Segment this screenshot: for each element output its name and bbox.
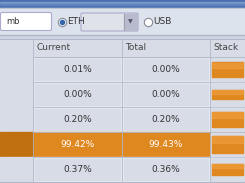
- Bar: [212, 137, 243, 143]
- Bar: [211, 83, 244, 106]
- Text: 0.01%: 0.01%: [63, 65, 92, 74]
- Bar: [0, 132, 33, 157]
- Bar: [0, 57, 33, 82]
- Bar: [212, 90, 243, 99]
- Bar: [0, 82, 33, 107]
- Bar: [212, 164, 243, 168]
- Bar: [35, 134, 120, 155]
- Bar: [124, 109, 208, 130]
- Bar: [35, 59, 120, 80]
- Bar: [124, 59, 208, 80]
- Bar: [124, 84, 208, 105]
- Bar: [0, 107, 33, 132]
- Text: 99.42%: 99.42%: [60, 140, 95, 149]
- Bar: [0, 2, 245, 3]
- Bar: [0, 107, 245, 132]
- Bar: [0, 3, 245, 5]
- Bar: [35, 159, 120, 180]
- Text: 0.36%: 0.36%: [152, 165, 180, 174]
- Text: USB: USB: [153, 17, 171, 26]
- Text: Total: Total: [125, 44, 146, 53]
- Bar: [212, 112, 243, 127]
- Bar: [211, 158, 244, 181]
- Bar: [124, 134, 208, 155]
- Bar: [124, 159, 208, 180]
- Bar: [0, 0, 245, 8]
- Text: Stack: Stack: [213, 44, 238, 53]
- Bar: [212, 164, 243, 175]
- Text: mb: mb: [6, 17, 20, 26]
- Bar: [0, 35, 245, 39]
- Bar: [211, 108, 244, 131]
- Bar: [0, 8, 245, 35]
- Bar: [212, 112, 243, 118]
- Text: 0.20%: 0.20%: [63, 115, 92, 124]
- Text: 0.00%: 0.00%: [63, 90, 92, 99]
- Bar: [124, 14, 137, 30]
- Bar: [212, 90, 243, 94]
- Text: 99.43%: 99.43%: [149, 140, 183, 149]
- Bar: [0, 57, 245, 82]
- Bar: [212, 62, 243, 77]
- Text: 0.00%: 0.00%: [152, 65, 180, 74]
- Bar: [0, 39, 245, 57]
- FancyBboxPatch shape: [0, 12, 51, 31]
- Text: 0.20%: 0.20%: [152, 115, 180, 124]
- Bar: [0, 157, 245, 182]
- Text: 0.00%: 0.00%: [152, 90, 180, 99]
- Text: ETH: ETH: [67, 17, 85, 26]
- Bar: [35, 84, 120, 105]
- Text: Current: Current: [36, 44, 70, 53]
- Bar: [35, 109, 120, 130]
- Bar: [0, 82, 245, 107]
- Bar: [0, 157, 33, 182]
- Text: ▼: ▼: [128, 20, 133, 25]
- Bar: [0, 132, 245, 157]
- FancyBboxPatch shape: [81, 13, 138, 31]
- Text: 0.37%: 0.37%: [63, 165, 92, 174]
- Bar: [211, 133, 244, 156]
- Bar: [212, 136, 243, 153]
- Bar: [212, 63, 243, 68]
- Bar: [211, 58, 244, 81]
